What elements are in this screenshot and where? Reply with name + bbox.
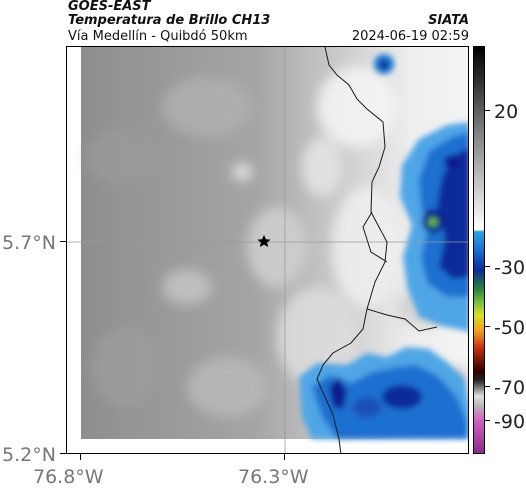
cold-cloud-south (299, 347, 468, 439)
department-border (316, 47, 388, 453)
colorbar-label: 20 (494, 101, 519, 123)
cold-cloud-north (374, 54, 394, 74)
colorbar-tick (484, 326, 490, 327)
colorbar-label: -50 (494, 317, 526, 339)
lat-tick-mark (60, 453, 66, 454)
colorbar-tick (484, 266, 490, 267)
product-title: Temperatura de Brillo CH13 (68, 13, 271, 28)
map-canvas (67, 47, 468, 453)
road-line (366, 308, 438, 332)
colorbar (473, 46, 485, 454)
lat-tick-mark (60, 241, 66, 242)
star-icon (257, 235, 271, 247)
source-label: SIATA (428, 13, 469, 28)
region-subtitle: Vía Medellín - Quibdó 50km (68, 29, 248, 44)
cold-cloud-east (400, 122, 468, 332)
colorbar-tick (484, 386, 490, 387)
lon-tick-mark (284, 454, 285, 460)
colorbar-label: -30 (494, 257, 526, 279)
satellite-title: GOES-EAST (68, 0, 151, 14)
lat-tick-label: 5.7°N (2, 232, 56, 254)
satellite-map (66, 46, 469, 454)
lon-tick-mark (80, 454, 81, 460)
datetime-label: 2024-06-19 02:59 (351, 29, 469, 44)
lat-tick-label: 5.2°N (2, 444, 56, 466)
lon-tick-label: 76.3°W (238, 466, 309, 488)
colorbar-tick (484, 420, 490, 421)
lon-tick-label: 76.8°W (33, 466, 104, 488)
colorbar-tick (484, 110, 490, 111)
municipal-border (362, 211, 388, 263)
colorbar-label: -70 (494, 377, 526, 399)
colorbar-label: -90 (494, 411, 526, 433)
